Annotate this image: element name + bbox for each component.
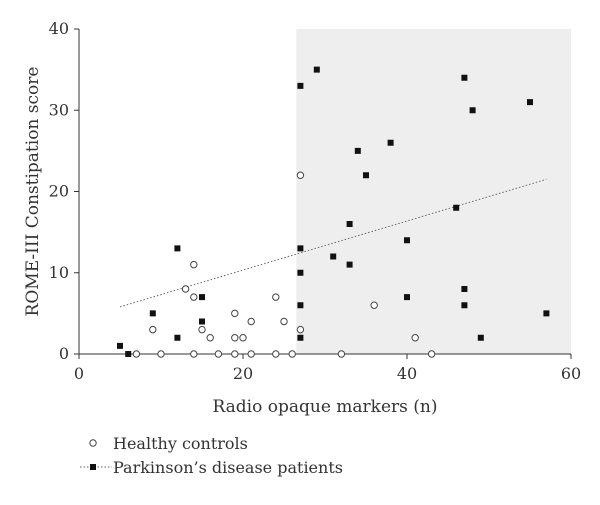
parkinson-patient-point xyxy=(297,302,304,309)
healthy-control-point xyxy=(272,350,280,358)
healthy-control-point xyxy=(190,293,198,301)
healthy-control-point xyxy=(231,350,239,358)
healthy-control-point xyxy=(132,350,141,358)
parkinson-patient-point xyxy=(313,66,320,73)
parkinson-patient-point xyxy=(477,334,484,341)
healthy-control-point xyxy=(337,350,346,358)
healthy-control-point xyxy=(190,260,198,269)
healthy-control-point xyxy=(157,350,165,358)
y-axis-label: ROME-III Constipation score xyxy=(23,67,43,317)
parkinson-patient-point xyxy=(346,261,353,268)
y-tick-label: 30 xyxy=(49,100,69,119)
parkinson-patient-point xyxy=(297,245,304,252)
parkinson-patient-point xyxy=(297,82,304,89)
parkinson-patient-point xyxy=(461,302,468,309)
healthy-control-point xyxy=(280,317,288,326)
x-axis-label: Radio opaque markers (n) xyxy=(212,397,437,417)
x-tick-label: 40 xyxy=(397,364,417,383)
parkinson-patient-point xyxy=(330,253,337,260)
healthy-control-point xyxy=(288,350,296,358)
parkinson-patient-point xyxy=(199,294,205,301)
trendline xyxy=(119,178,547,308)
healthy-control-point xyxy=(149,325,157,334)
healthy-control-point xyxy=(296,325,305,334)
x-tick-label: 20 xyxy=(233,364,253,383)
parkinson-patient-point xyxy=(117,342,123,349)
y-tick-label: 10 xyxy=(49,263,69,282)
parkinson-patient-point xyxy=(387,139,394,146)
healthy-control-point xyxy=(206,334,214,342)
legend-healthy-label: Healthy controls xyxy=(113,434,248,453)
y-tick-label: 20 xyxy=(49,182,69,201)
legend-parkinson-marker xyxy=(90,464,96,470)
healthy-control-point xyxy=(427,350,436,358)
parkinson-patient-point xyxy=(297,334,304,341)
parkinson-patient-point xyxy=(174,245,181,252)
healthy-control-point xyxy=(198,325,206,334)
healthy-control-point xyxy=(190,350,198,358)
legend-healthy-marker xyxy=(89,439,97,447)
healthy-control-point xyxy=(411,334,419,342)
healthy-control-point xyxy=(214,350,223,358)
parkinson-patient-point xyxy=(354,147,361,154)
parkinson-patient-point xyxy=(469,107,476,114)
healthy-control-point xyxy=(181,285,190,293)
parkinson-patient-point xyxy=(543,310,550,317)
healthy-control-point xyxy=(370,301,378,309)
healthy-control-point xyxy=(231,334,239,342)
healthy-control-point xyxy=(272,293,280,301)
healthy-control-point xyxy=(239,334,247,342)
legend-parkinson-label: Parkinson’s disease patients xyxy=(113,458,343,477)
healthy-control-point xyxy=(247,350,255,358)
parkinson-patient-point xyxy=(453,204,460,211)
x-tick-label: 0 xyxy=(74,364,84,383)
parkinson-patient-point xyxy=(527,99,533,106)
y-tick-label: 0 xyxy=(59,344,69,363)
parkinson-patient-point xyxy=(297,269,304,276)
parkinson-patient-point xyxy=(149,310,156,317)
shaded-region xyxy=(296,29,571,354)
y-tick-label: 40 xyxy=(49,19,69,38)
parkinson-patient-point xyxy=(199,318,205,325)
parkinson-patient-point xyxy=(363,172,369,179)
parkinson-patient-point xyxy=(125,351,132,357)
x-tick-label: 60 xyxy=(561,364,581,383)
parkinson-patient-point xyxy=(346,221,353,227)
healthy-control-point xyxy=(247,317,255,326)
parkinson-patient-point xyxy=(174,334,181,341)
parkinson-patient-point xyxy=(461,74,468,81)
parkinson-patient-point xyxy=(461,286,468,292)
healthy-control-point xyxy=(231,309,239,318)
parkinson-patient-point xyxy=(404,294,410,301)
healthy-control-point xyxy=(296,171,305,179)
parkinson-patient-point xyxy=(404,237,410,244)
